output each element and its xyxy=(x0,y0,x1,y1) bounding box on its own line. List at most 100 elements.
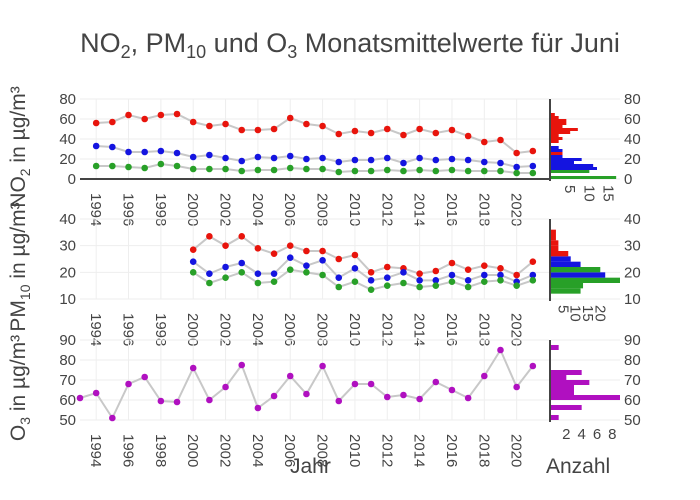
hist-bar xyxy=(551,116,559,119)
data-point xyxy=(400,269,407,276)
series-line-grün xyxy=(96,162,533,174)
hist-bar xyxy=(551,251,569,257)
hist-bar xyxy=(551,122,567,125)
data-point xyxy=(448,271,456,279)
y-tick-label: 30 xyxy=(59,238,76,255)
x-tick-label: 2008 xyxy=(314,434,331,467)
data-point xyxy=(432,267,440,275)
data-point xyxy=(109,414,116,422)
hist-bar xyxy=(551,277,620,283)
chart-title: NO2, PM10 und O3 Monatsmittelwerte für J… xyxy=(80,28,620,62)
x-tick-label: 2010 xyxy=(346,193,363,226)
hist-y-tick-label: 40 xyxy=(624,131,641,148)
data-point xyxy=(270,125,278,133)
data-point xyxy=(222,120,229,128)
data-point xyxy=(432,156,440,164)
x-tick-label: 1994 xyxy=(87,313,104,346)
y-axis-title: O3 in µg/m³ xyxy=(7,335,33,441)
x-tick-label: 2012 xyxy=(378,313,395,346)
data-point xyxy=(416,154,423,162)
data-point xyxy=(497,265,504,272)
x-tick-label: 2012 xyxy=(378,193,395,226)
hist-bar xyxy=(551,256,571,262)
data-point xyxy=(173,149,181,157)
data-point xyxy=(270,250,278,257)
data-point xyxy=(400,167,407,175)
hist-bar xyxy=(551,137,563,140)
data-point xyxy=(448,126,456,134)
x-tick-label: 2004 xyxy=(249,193,266,226)
data-point xyxy=(254,126,262,134)
hist-x-axis-title: Anzahl xyxy=(546,455,610,478)
data-point xyxy=(513,169,520,177)
x-tick-label: 2020 xyxy=(508,193,525,226)
hist-bar xyxy=(551,140,559,143)
hist-y-tick-label: 10 xyxy=(624,291,641,308)
data-point xyxy=(286,254,294,261)
hist-bar xyxy=(551,113,555,116)
data-point xyxy=(125,148,132,156)
hist-x-tick-label: 15 xyxy=(579,305,596,322)
hist-bar xyxy=(551,167,597,170)
y-axis-title: NO2 in µg/m³ xyxy=(7,86,33,207)
data-point xyxy=(109,143,116,151)
hist-bar xyxy=(551,146,559,149)
hist-bar xyxy=(551,170,590,173)
data-point xyxy=(141,164,148,172)
data-point xyxy=(448,155,456,163)
data-point xyxy=(189,153,197,161)
x-tick-label: 2012 xyxy=(378,434,395,467)
data-point xyxy=(351,251,359,259)
data-point xyxy=(206,233,213,240)
data-point xyxy=(529,258,537,265)
hist-bar xyxy=(551,125,563,128)
data-point xyxy=(383,154,391,162)
data-point xyxy=(125,111,132,119)
data-point xyxy=(238,269,246,276)
data-point xyxy=(141,373,148,381)
data-point xyxy=(254,404,262,412)
hist-x-tick-label: 8 xyxy=(608,426,616,443)
data-point xyxy=(319,247,326,255)
x-tick-label: 1998 xyxy=(152,193,169,226)
x-tick-label: 1996 xyxy=(120,434,137,467)
series-line-grün xyxy=(192,268,534,291)
data-point xyxy=(286,114,294,122)
data-point xyxy=(335,158,343,166)
y-tick-label: 20 xyxy=(59,264,76,281)
hist-bar xyxy=(551,415,559,420)
hist-x-tick-label: 10 xyxy=(580,185,597,202)
data-point xyxy=(464,167,472,175)
x-tick-label: 2000 xyxy=(184,434,201,467)
data-point xyxy=(464,266,472,273)
x-tick-label: 2000 xyxy=(184,193,201,226)
x-tick-label: 2010 xyxy=(346,434,363,467)
hist-bar xyxy=(551,161,574,164)
data-point xyxy=(125,380,132,388)
x-tick-label: 2016 xyxy=(443,193,460,226)
data-point xyxy=(286,152,294,160)
data-point xyxy=(416,270,423,277)
data-point xyxy=(464,277,472,284)
y-tick-label: 90 xyxy=(59,332,76,349)
hist-y-tick-label: 0 xyxy=(624,171,632,188)
data-point xyxy=(432,282,440,289)
data-point xyxy=(303,155,310,163)
data-point xyxy=(383,125,391,133)
data-point xyxy=(400,159,407,167)
hist-bar xyxy=(551,288,581,294)
hist-bar xyxy=(551,128,578,131)
y-tick-label: 40 xyxy=(59,131,76,148)
hist-x-tick-label: 5 xyxy=(561,185,578,193)
hist-bar xyxy=(551,395,620,400)
hist-y-tick-label: 90 xyxy=(624,332,641,349)
data-point xyxy=(513,271,520,279)
x-tick-label: 1998 xyxy=(152,434,169,467)
data-point xyxy=(319,122,326,130)
y-tick-label: 60 xyxy=(59,111,76,128)
data-point xyxy=(206,279,213,287)
series-line-rot xyxy=(192,235,534,277)
data-point xyxy=(400,279,407,287)
data-point xyxy=(254,166,262,174)
